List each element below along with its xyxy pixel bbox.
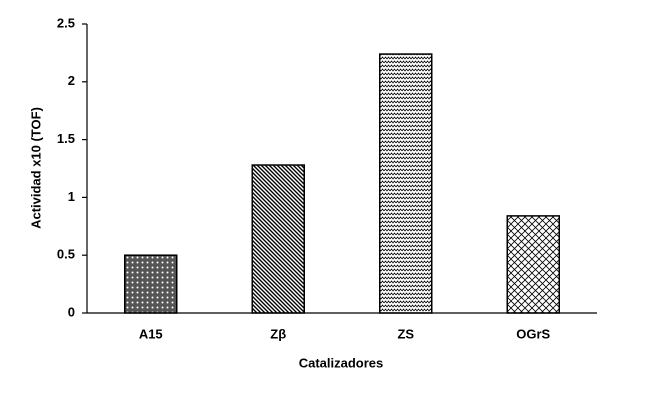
y-tick-label: 1 [68, 189, 75, 204]
bar [251, 164, 305, 314]
x-axis-title: Catalizadores [299, 355, 384, 370]
bar [379, 53, 433, 314]
bar [506, 215, 560, 314]
y-tick-label: 2 [68, 73, 75, 88]
x-tick-label: OGrS [516, 326, 550, 341]
y-tick-label: 0 [68, 304, 75, 319]
y-tick-label: 2.5 [57, 15, 75, 30]
x-tick-label: ZS [397, 326, 414, 341]
y-tick-label: 1.5 [57, 131, 75, 146]
bar [124, 254, 178, 314]
x-tick-label: A15 [139, 326, 163, 341]
x-tick-label: Zβ [270, 326, 286, 341]
y-axis-title: Actividad x10 (TOF) [28, 107, 43, 229]
y-tick-label: 0.5 [57, 247, 75, 262]
